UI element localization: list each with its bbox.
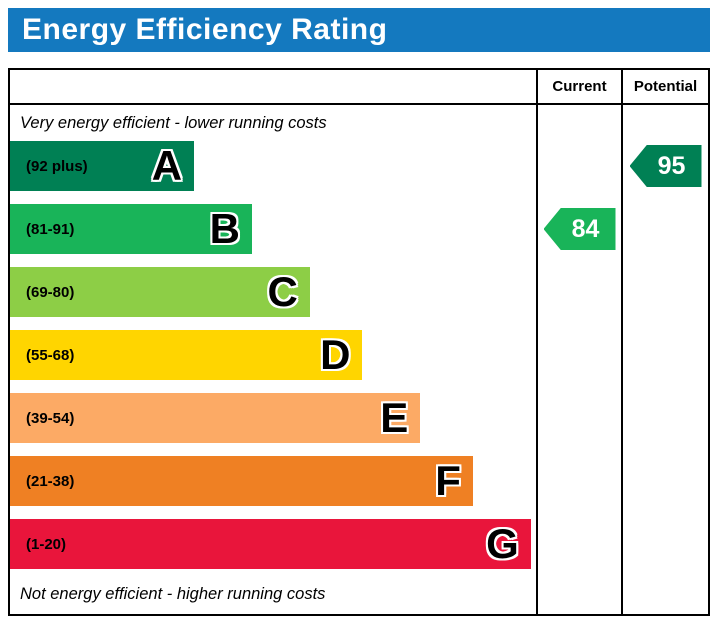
band-range-label: (1-20) [26, 535, 67, 553]
epc-chart: Very energy efficient - lower running co… [8, 68, 710, 616]
band-row-a: (92 plus) A [10, 141, 536, 191]
potential-row-b [623, 204, 708, 254]
band-range-label: (21-38) [26, 472, 75, 490]
band-row-b: (81-91) B [10, 204, 536, 254]
band-letter: E [380, 394, 409, 441]
bands: (92 plus) A (81-91) B (69-80) C (55-68) D (39-54… [10, 141, 536, 569]
band-row-g: (1-20) G [10, 519, 536, 569]
band-range-label: (39-54) [26, 409, 75, 427]
bands-column: Very energy efficient - lower running co… [10, 70, 536, 614]
band-range-label: (69-80) [26, 283, 75, 301]
current-row-b: 84 [538, 204, 621, 254]
band-letter: F [435, 457, 461, 504]
band-row-f: (21-38) F [10, 456, 536, 506]
band-letter: A [151, 142, 183, 189]
bottom-note: Not energy efficient - higher running co… [20, 584, 326, 603]
band-bar-e: (39-54) E [10, 393, 421, 443]
band-letter: C [267, 268, 298, 315]
current-column: Current 84 [536, 70, 621, 614]
top-note: Very energy efficient - lower running co… [20, 113, 327, 132]
band-letter: D [320, 331, 351, 378]
potential-row-a: 95 [623, 141, 708, 191]
band-bar-a: (92 plus) A [10, 141, 195, 191]
bands-column-header [10, 70, 536, 105]
potential-column-header: Potential [623, 70, 708, 105]
band-row-c: (69-80) C [10, 267, 536, 317]
band-letter: B [209, 205, 240, 252]
band-row-d: (55-68) D [10, 330, 536, 380]
potential-row-c [623, 267, 708, 317]
current-row-c [538, 267, 621, 317]
band-bar-c: (69-80) C [10, 267, 310, 317]
band-row-e: (39-54) E [10, 393, 536, 443]
page-title: Energy Efficiency Rating [8, 8, 710, 52]
potential-row-d [623, 330, 708, 380]
potential-row-g [623, 519, 708, 569]
band-bar-g: (1-20) G [10, 519, 531, 569]
current-row-f [538, 456, 621, 506]
current-row-g [538, 519, 621, 569]
potential-rating-arrow: 95 [629, 145, 702, 187]
band-range-label: (81-91) [26, 220, 75, 238]
current-row-a [538, 141, 621, 191]
potential-rows: 95 [623, 141, 708, 569]
current-column-header: Current [538, 70, 621, 105]
band-bar-b: (81-91) B [10, 204, 252, 254]
band-letter: G [486, 520, 519, 567]
band-bar-f: (21-38) F [10, 456, 473, 506]
current-row-e [538, 393, 621, 443]
band-bar-d: (55-68) D [10, 330, 363, 380]
potential-row-f [623, 456, 708, 506]
potential-column: Potential 95 [621, 70, 708, 614]
current-rating-arrow: 84 [543, 208, 616, 250]
current-row-d [538, 330, 621, 380]
potential-row-e [623, 393, 708, 443]
current-rows: 84 [538, 141, 621, 569]
band-range-label: (92 plus) [26, 157, 88, 175]
band-range-label: (55-68) [26, 346, 75, 364]
